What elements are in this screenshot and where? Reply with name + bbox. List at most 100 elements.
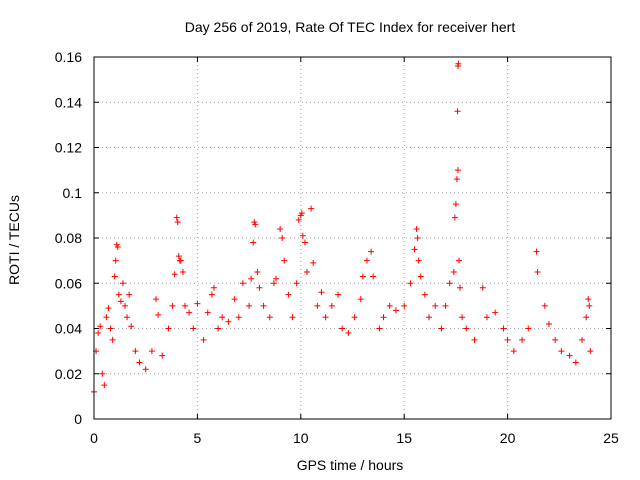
x-tick-label: 10 [293,430,309,446]
data-point [225,318,232,325]
data-point [471,336,478,343]
data-point [345,330,352,337]
data-point [105,305,112,312]
data-point [368,248,375,255]
x-tick-label: 20 [500,430,516,446]
data-point [177,257,184,264]
data-point [339,325,346,332]
x-tick-label: 15 [396,430,412,446]
data-point [328,302,335,309]
data-point [210,284,217,291]
axis-ticks [93,56,612,420]
data-point [256,284,263,291]
y-tick-label: 0.1 [63,185,83,201]
data-point [500,325,507,332]
plot-frame [93,56,612,420]
data-point [293,280,300,287]
data-point [456,257,463,264]
data-point [533,248,540,255]
data-point [386,302,393,309]
data-point [142,366,149,373]
y-tick-label: 0 [74,411,82,427]
data-point [357,296,364,303]
data-point [186,309,193,316]
y-tick-label: 0.02 [55,366,82,382]
y-tick-label: 0.16 [55,49,82,65]
data-point [171,271,178,278]
data-point [519,336,526,343]
data-point [351,314,358,321]
data-point [479,284,486,291]
data-point [450,268,457,275]
y-tick-label: 0.06 [55,275,82,291]
data-point [179,268,186,275]
data-point [308,205,315,212]
data-point [314,302,321,309]
data-point [583,314,590,321]
data-point [310,259,317,266]
data-point [194,300,201,307]
y-tick-label: 0.14 [55,94,82,110]
data-point [415,257,422,264]
data-point [119,280,126,287]
data-point [318,289,325,296]
data-point [272,275,279,282]
data-point [235,314,242,321]
data-point [457,284,464,291]
data-point [545,320,552,327]
data-point [541,302,548,309]
data-point [510,348,517,355]
y-axis-label: ROTI / TECUs [6,195,22,285]
data-point [260,302,267,309]
data-point [254,268,261,275]
data-point [363,257,370,264]
data-point [413,225,420,232]
data-point [155,311,162,318]
data-point [239,280,246,287]
y-tick-label: 0.04 [55,321,82,337]
data-point [128,323,135,330]
data-point [208,291,215,298]
data-point [492,309,499,316]
data-point [219,314,226,321]
data-point [174,219,181,226]
x-tick-label: 25 [603,430,619,446]
data-point [250,239,257,246]
data-point [114,244,121,251]
data-point [452,201,459,208]
data-point [173,214,180,221]
data-point [442,302,449,309]
data-point [411,246,418,253]
data-point [446,280,453,287]
data-point [252,221,259,228]
data-point [455,60,462,67]
data-point [579,336,586,343]
data-point [117,298,124,305]
data-point [95,330,102,337]
data-point [392,307,399,314]
data-point [99,370,106,377]
data-point [175,253,182,260]
data-point [181,302,188,309]
y-tick-label: 0.08 [55,230,82,246]
data-points [91,60,594,395]
data-point [298,210,305,217]
data-point [335,291,342,298]
data-point [432,302,439,309]
data-point [103,314,110,321]
data-point [115,291,122,298]
data-point [246,302,253,309]
data-point [586,302,593,309]
data-point [322,314,329,321]
data-point [504,336,511,343]
data-point [279,235,286,241]
data-point [426,314,433,321]
data-point [122,302,129,309]
grid [94,57,611,419]
data-point [421,291,428,298]
data-point [148,348,155,355]
data-point [289,314,296,321]
data-point [231,296,238,303]
data-point [266,314,273,321]
